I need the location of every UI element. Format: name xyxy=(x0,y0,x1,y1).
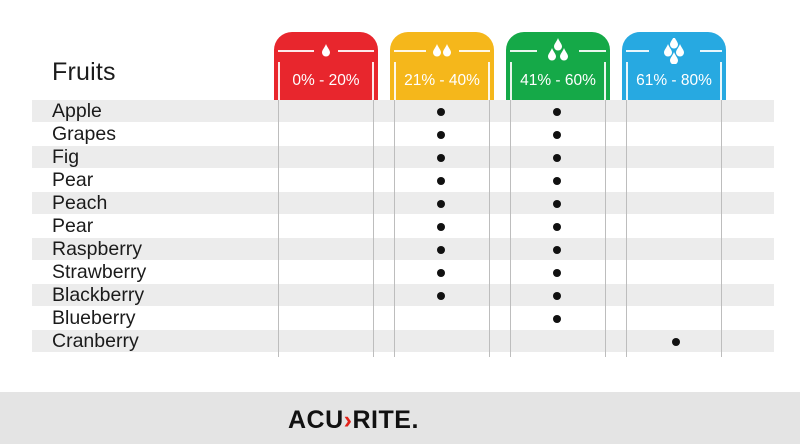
table-row: Cranberry xyxy=(32,330,774,352)
mark-dot xyxy=(553,130,561,139)
column-divider xyxy=(721,100,722,357)
mark-dot xyxy=(437,153,445,162)
table-row: Pear xyxy=(32,215,774,237)
table-row: Blueberry xyxy=(32,307,774,329)
water-drop-icon xyxy=(548,48,556,61)
fruit-name: Fig xyxy=(52,146,80,168)
mark-dot xyxy=(553,291,561,300)
fruit-name: Blackberry xyxy=(52,284,145,306)
table-row: Apple xyxy=(32,100,774,122)
column-divider xyxy=(510,100,511,357)
table-row: Raspberry xyxy=(32,238,774,260)
mark-dot xyxy=(437,268,445,277)
header-edge-left xyxy=(278,62,280,100)
fruit-name: Peach xyxy=(52,192,108,214)
table-row: Grapes xyxy=(32,123,774,145)
mark-dot xyxy=(437,107,445,116)
header-rule-left xyxy=(394,50,426,52)
header-rule-right xyxy=(458,50,490,52)
water-drops-icon xyxy=(548,38,568,61)
mark-dot xyxy=(553,176,561,185)
logo-text-rite: RITE xyxy=(352,406,412,434)
logo-text-mark: . xyxy=(411,406,419,434)
header-rule-left xyxy=(626,50,649,52)
water-drop-icon xyxy=(670,52,678,64)
fruit-name: Strawberry xyxy=(52,261,147,283)
water-drop-icon xyxy=(670,38,678,49)
column-header-1: 0% - 20% xyxy=(274,32,378,100)
mark-dot xyxy=(553,314,561,323)
fruit-name: Cranberry xyxy=(52,330,139,352)
header-edge-left xyxy=(510,62,512,100)
column-range-label: 41% - 60% xyxy=(520,72,596,89)
fruit-name: Blueberry xyxy=(52,307,136,329)
header-rule-right xyxy=(338,50,374,52)
column-header-2: 21% - 40% xyxy=(390,32,494,100)
header-edge-right xyxy=(372,62,374,100)
footer-bar xyxy=(0,392,800,444)
table-row: Blackberry xyxy=(32,284,774,306)
fruit-name: Grapes xyxy=(52,123,116,145)
column-range-label: 21% - 40% xyxy=(404,72,480,89)
logo-chevron: › xyxy=(343,406,353,434)
mark-dot xyxy=(437,222,445,231)
mark-dot xyxy=(672,337,680,346)
column-divider xyxy=(489,100,490,357)
mark-dot xyxy=(437,176,445,185)
table-row: Strawberry xyxy=(32,261,774,283)
header-rule-left xyxy=(278,50,314,52)
mark-dot xyxy=(553,245,561,254)
header-edge-right xyxy=(488,62,490,100)
header-edge-left xyxy=(626,62,628,100)
fruit-name: Pear xyxy=(52,169,94,191)
fruit-name: Pear xyxy=(52,215,94,237)
column-header-4: 61% - 80% xyxy=(622,32,726,100)
column-range-label: 61% - 80% xyxy=(636,72,712,89)
table-row: Peach xyxy=(32,192,774,214)
water-drop-icon xyxy=(560,48,568,61)
header-rule-left xyxy=(510,50,537,52)
mark-dot xyxy=(553,199,561,208)
water-drops-icon xyxy=(433,44,451,57)
column-divider xyxy=(278,100,279,357)
acurite-logo: ACU›RITE. xyxy=(288,406,419,435)
header-rule-right xyxy=(699,50,722,52)
water-drop-icon xyxy=(664,44,672,57)
mark-dot xyxy=(437,291,445,300)
column-header-3: 41% - 60% xyxy=(506,32,610,100)
header-edge-right xyxy=(720,62,722,100)
fruit-name: Raspberry xyxy=(52,238,142,260)
water-drop-icon xyxy=(554,38,562,51)
mark-dot xyxy=(437,199,445,208)
header-edge-right xyxy=(604,62,606,100)
mark-dot xyxy=(553,153,561,162)
fruits-header: Fruits xyxy=(52,58,116,86)
water-drop-icon xyxy=(676,44,684,57)
mark-dot xyxy=(553,107,561,116)
water-drop-icon xyxy=(322,44,330,57)
mark-dot xyxy=(437,245,445,254)
header-edge-left xyxy=(394,62,396,100)
water-drop-icon xyxy=(433,44,441,57)
table-row: Pear xyxy=(32,169,774,191)
fruit-name: Apple xyxy=(52,100,102,122)
column-range-label: 0% - 20% xyxy=(292,72,360,89)
water-drops-icon xyxy=(322,44,330,57)
logo-text-acu: ACU xyxy=(288,406,344,434)
water-drop-icon xyxy=(443,44,451,57)
table-row: Fig xyxy=(32,146,774,168)
column-divider xyxy=(394,100,395,357)
column-divider xyxy=(373,100,374,357)
column-divider xyxy=(626,100,627,357)
mark-dot xyxy=(437,130,445,139)
water-drops-icon xyxy=(664,38,684,64)
header-rule-right xyxy=(579,50,606,52)
column-divider xyxy=(605,100,606,357)
mark-dot xyxy=(553,268,561,277)
mark-dot xyxy=(553,222,561,231)
